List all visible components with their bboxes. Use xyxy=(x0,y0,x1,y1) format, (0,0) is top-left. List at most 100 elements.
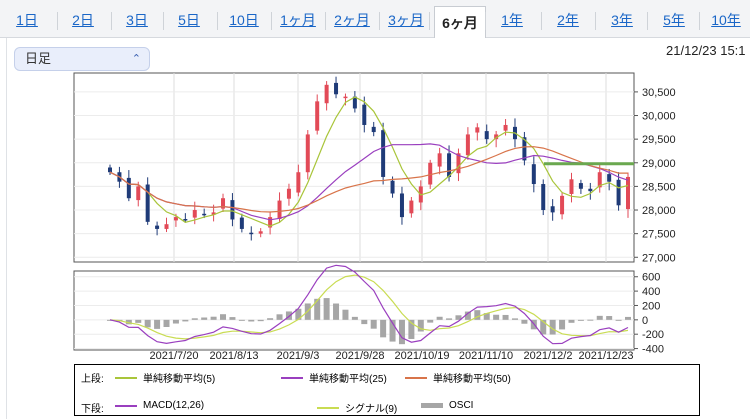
osci-bar xyxy=(436,316,443,320)
candle-body xyxy=(315,101,320,131)
main-ytick-label: 27,000 xyxy=(642,252,676,264)
tab-7[interactable]: 3ヶ月 xyxy=(388,12,424,28)
legend-macd: MACD(12,26) xyxy=(115,400,204,411)
candle-body xyxy=(202,213,207,216)
candle-body xyxy=(437,153,442,167)
legend-osci: OSCI xyxy=(421,400,473,411)
candle-body xyxy=(494,134,499,140)
osci-bar xyxy=(493,314,500,320)
tab-separator xyxy=(217,12,218,30)
candle-body xyxy=(381,130,386,177)
x-tick-label: 2021/9/3 xyxy=(277,350,320,362)
osci-bar xyxy=(342,309,349,320)
candle-body xyxy=(465,134,470,156)
main-ytick-label: 30,000 xyxy=(642,111,676,123)
tab-13[interactable]: 10年 xyxy=(711,12,741,28)
osci-bar xyxy=(549,319,556,335)
candle-body xyxy=(371,126,376,133)
legend-sma25: 単純移動平均(25) xyxy=(281,370,387,385)
osci-bar xyxy=(455,315,462,320)
tab-separator xyxy=(429,12,430,30)
candle-body xyxy=(108,167,112,173)
sub-ytick-label: -400 xyxy=(642,344,664,356)
osci-bar xyxy=(577,319,584,321)
sub-ytick-label: 0 xyxy=(642,315,648,327)
candle-body xyxy=(343,96,348,99)
osci-bar xyxy=(361,319,368,325)
candle-body xyxy=(597,172,602,188)
tab-separator xyxy=(485,12,486,30)
osci-bar xyxy=(568,319,575,323)
candle-body xyxy=(578,183,583,189)
tab-3[interactable]: 5日 xyxy=(178,12,200,28)
legend-upper-label: 上段: xyxy=(81,374,104,385)
osci-bar xyxy=(125,319,132,325)
tab-2[interactable]: 3日 xyxy=(126,12,148,28)
candle-body xyxy=(550,206,555,213)
x-tick-label: 2021/12/2 xyxy=(524,350,573,362)
candle-body xyxy=(475,127,480,133)
main-ytick-label: 29,000 xyxy=(642,158,676,170)
candle-body xyxy=(334,82,339,95)
osci-bar xyxy=(615,319,622,321)
osci-bar xyxy=(464,311,471,320)
osci-bar xyxy=(351,316,358,320)
candle-body xyxy=(183,219,188,221)
osci-bar xyxy=(201,317,208,320)
osci-bar xyxy=(182,319,189,322)
x-tick-label: 2021/11/10 xyxy=(459,350,513,362)
candle-body xyxy=(428,162,433,185)
osci-bar xyxy=(606,316,613,320)
tab-separator xyxy=(111,12,112,30)
tab-12[interactable]: 5年 xyxy=(663,12,685,28)
candle-body xyxy=(607,174,612,182)
main-ytick-label: 27,500 xyxy=(642,229,676,241)
tab-1[interactable]: 2日 xyxy=(72,12,94,28)
legend-macd-label: MACD(12,26) xyxy=(143,400,205,411)
tab-separator xyxy=(163,12,164,30)
candle-body xyxy=(305,134,310,173)
tab-separator xyxy=(699,12,700,30)
osci-bar xyxy=(587,319,594,321)
sub-ytick-label: 200 xyxy=(642,300,660,312)
osci-bar xyxy=(323,298,330,320)
candle-body xyxy=(286,188,291,199)
tab-4[interactable]: 10日 xyxy=(229,12,259,28)
x-tick-label: 2021/9/28 xyxy=(336,350,385,362)
candle-body xyxy=(164,224,169,229)
osci-bar xyxy=(257,319,264,322)
tab-10[interactable]: 2年 xyxy=(557,12,579,28)
sub-ytick-label: 400 xyxy=(642,286,660,298)
candle-body xyxy=(616,179,621,206)
tab-11[interactable]: 3年 xyxy=(611,12,633,28)
period-tab-bar: 1日 2日 3日 5日 10日 1ヶ月 2ヶ月 3ヶ月 6ヶ月 1年 2年 3年 5年 10年 xyxy=(0,0,750,39)
candle-body xyxy=(145,184,150,222)
candle-body xyxy=(192,210,197,218)
tab-5[interactable]: 1ヶ月 xyxy=(280,12,316,28)
candle-body xyxy=(296,172,301,193)
period-select[interactable]: 日足 ⌃ xyxy=(14,47,150,71)
main-ytick-label: 28,500 xyxy=(642,181,676,193)
tab-6[interactable]: 2ヶ月 xyxy=(334,12,370,28)
tab-0[interactable]: 1日 xyxy=(16,12,38,28)
legend-lower-label: 下段: xyxy=(81,404,104,415)
ma-line-2 xyxy=(109,146,628,213)
main-ytick-label: 29,500 xyxy=(642,134,676,146)
sub-ytick-label: 600 xyxy=(642,272,660,284)
osci-bar xyxy=(295,308,302,320)
legend-sma25-label: 単純移動平均(25) xyxy=(309,374,387,385)
candle-body xyxy=(268,217,273,228)
signal-line xyxy=(109,274,629,340)
osci-bar xyxy=(474,310,481,320)
ma-line-0 xyxy=(109,96,629,227)
osci-bar xyxy=(285,311,292,320)
candle-body xyxy=(409,200,414,214)
osci-bar xyxy=(144,319,151,328)
osci-bar xyxy=(398,319,405,345)
candle-body xyxy=(277,200,282,220)
candle-body xyxy=(155,225,160,229)
candle-body xyxy=(324,84,329,104)
tab-8[interactable]: 6ヶ月 xyxy=(434,6,486,39)
candle-body xyxy=(211,212,216,215)
tab-9[interactable]: 1年 xyxy=(501,12,523,28)
